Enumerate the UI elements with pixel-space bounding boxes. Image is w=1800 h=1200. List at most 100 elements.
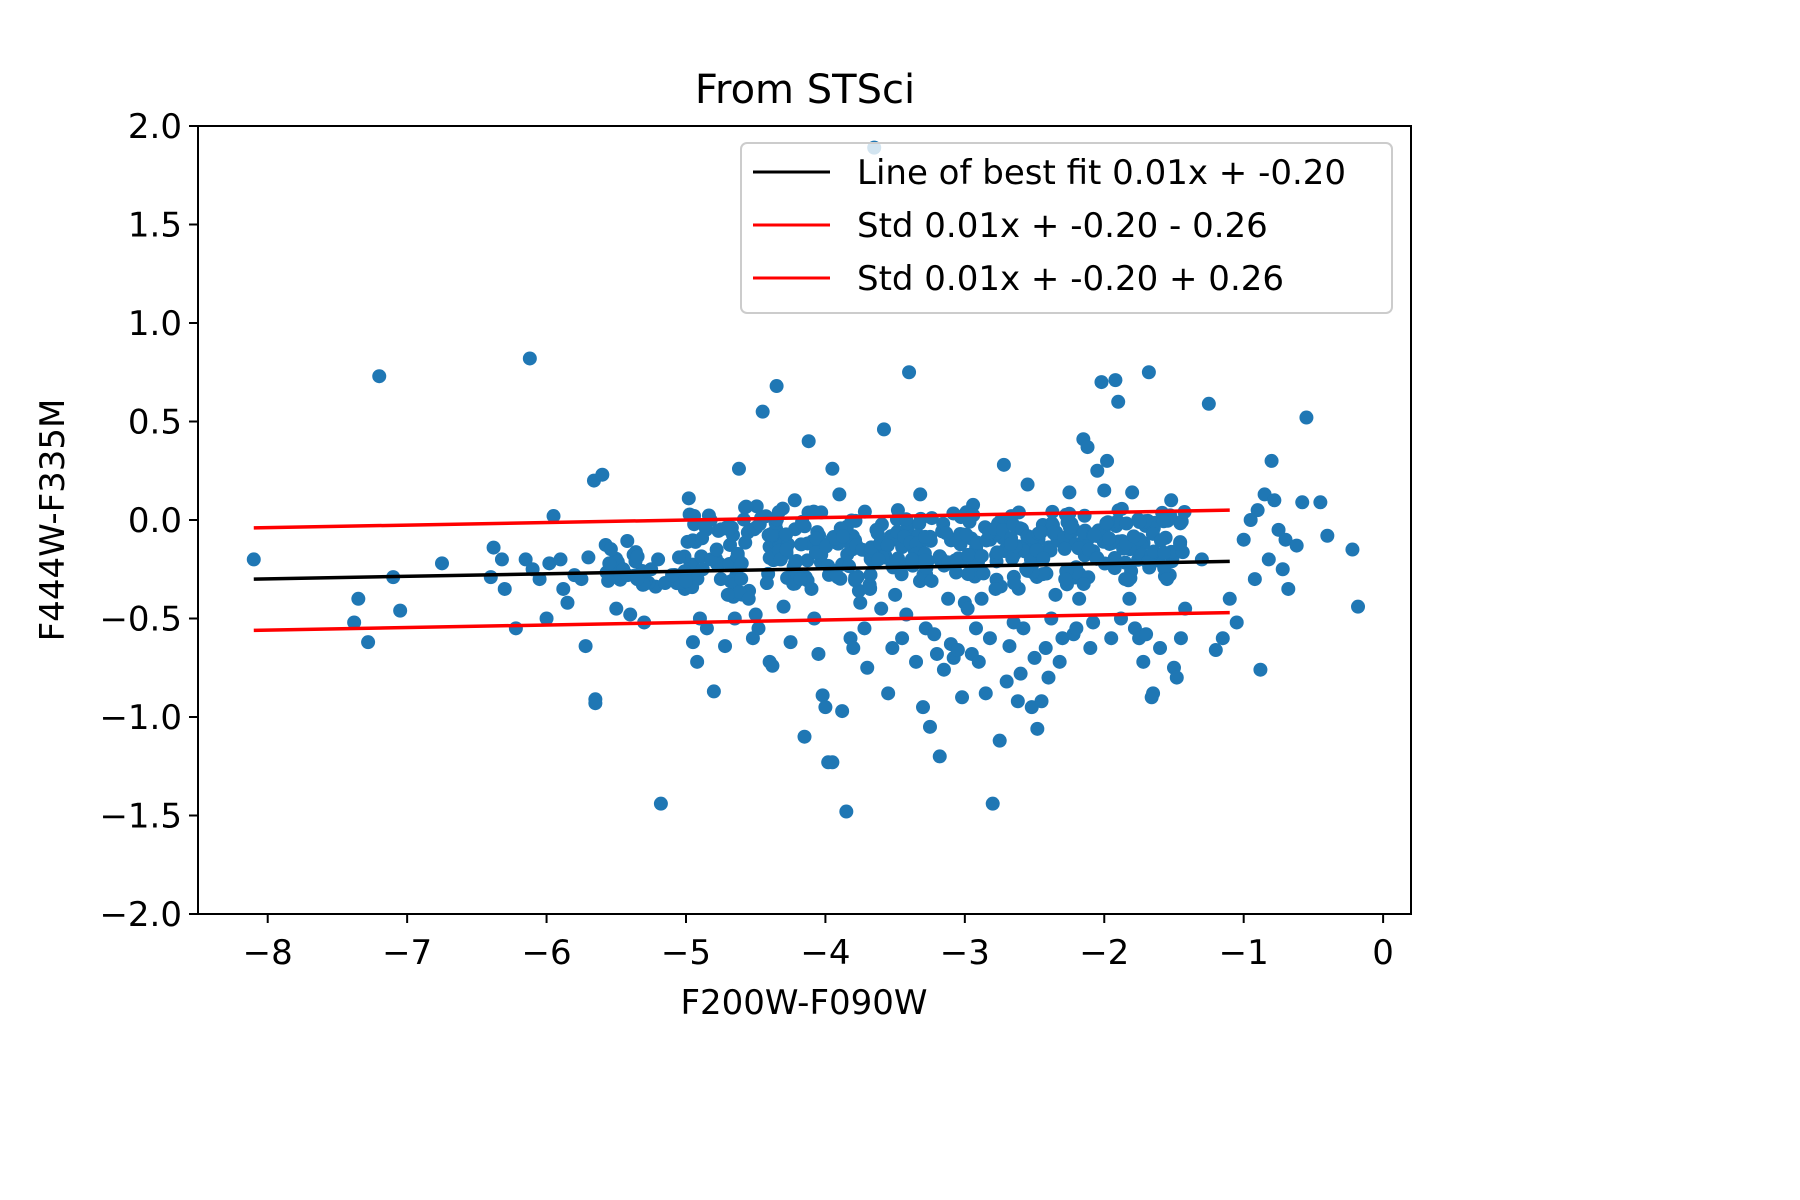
scatter-point — [718, 639, 733, 654]
scatter-point — [1351, 599, 1366, 614]
scatter-point — [1122, 591, 1137, 606]
scatter-point — [1275, 562, 1290, 577]
legend-label-std-upper: Std 0.01x + -0.20 + 0.26 — [857, 259, 1284, 299]
scatter-point — [783, 635, 798, 650]
scatter-point — [1299, 410, 1314, 425]
scatter-point — [797, 729, 812, 744]
scatter-point — [922, 719, 937, 734]
scatter-point — [672, 550, 687, 565]
scatter-point — [1013, 666, 1028, 681]
scatter-point — [1036, 551, 1051, 566]
scatter-point — [1157, 545, 1172, 560]
scatter-point — [1083, 641, 1098, 656]
scatter-point — [1208, 643, 1223, 658]
scatter-point — [695, 531, 710, 546]
y-tick-label: −1.5 — [99, 797, 182, 837]
scatter-point — [755, 404, 770, 419]
scatter-point — [1048, 587, 1063, 602]
scatter-point — [913, 487, 928, 502]
scatter-point — [917, 553, 932, 568]
scatter-point — [960, 601, 975, 616]
scatter-point — [1020, 477, 1035, 492]
scatter-point — [764, 527, 779, 542]
scatter-point — [1313, 495, 1328, 510]
scatter-point — [818, 700, 833, 715]
scatter-point — [932, 749, 947, 764]
scatter-point — [546, 509, 561, 524]
scatter-point — [497, 581, 512, 596]
scatter-point — [1100, 453, 1115, 468]
best-fit-line — [253, 559, 1230, 581]
y-tick-label: −1.0 — [99, 698, 182, 738]
scatter-point — [630, 572, 645, 587]
scatter-point — [839, 804, 854, 819]
scatter-point — [483, 570, 498, 585]
scatter-point — [1118, 572, 1133, 587]
scatter-point — [1146, 544, 1161, 559]
scatter-point — [961, 567, 976, 582]
scatter-point — [870, 526, 885, 541]
scatter-point — [992, 733, 1007, 748]
scatter-point — [769, 379, 784, 394]
scatter-points — [246, 140, 1366, 819]
legend-label-best-fit: Line of best fit 0.01x + -0.20 — [857, 153, 1346, 193]
scatter-point — [486, 540, 501, 555]
scatter-point — [851, 583, 866, 598]
scatter-point — [539, 611, 554, 626]
scatter-point — [927, 627, 942, 642]
scatter-point — [1201, 396, 1216, 411]
scatter-point — [904, 552, 919, 567]
scatter-point — [1041, 670, 1056, 685]
scatter-point — [1102, 531, 1117, 546]
scatter-point — [347, 615, 362, 630]
x-tick-label: −4 — [800, 933, 850, 973]
scatter-point — [1278, 532, 1293, 547]
scatter-point — [1038, 641, 1053, 656]
scatter-point — [829, 568, 844, 583]
scatter-point — [794, 537, 809, 552]
x-tick-label: −2 — [1079, 933, 1129, 973]
scatter-point — [988, 581, 1003, 596]
scatter-point — [1002, 639, 1017, 654]
scatter-point — [902, 365, 917, 380]
scatter-point — [653, 796, 668, 811]
scatter-point — [860, 660, 875, 675]
scatter-point — [601, 573, 616, 588]
scatter-point — [978, 686, 993, 701]
scatter-point — [1164, 493, 1179, 508]
scatter-point — [1052, 654, 1067, 669]
scatter-point — [720, 587, 735, 602]
scatter-point — [985, 796, 1000, 811]
scatter-point — [832, 487, 847, 502]
y-axis-label: F444W-F335M — [33, 399, 73, 642]
x-axis-ticks: −8 −7 −6 −5 −4 −3 −2 −1 0 — [243, 914, 1394, 973]
scatter-point — [518, 552, 533, 567]
scatter-point — [918, 529, 933, 544]
scatter-point — [494, 552, 509, 567]
scatter-point — [1044, 611, 1059, 626]
scatter-point — [835, 704, 850, 719]
scatter-point — [1004, 536, 1019, 551]
scatter-point — [699, 621, 714, 636]
scatter-point — [1097, 483, 1112, 498]
scatter-point — [553, 552, 568, 567]
plot-area — [246, 140, 1366, 819]
scatter-point — [581, 550, 596, 565]
scatter-point — [1345, 542, 1360, 557]
scatter-point — [574, 572, 589, 587]
scatter-point — [950, 643, 965, 658]
scatter-point — [1007, 576, 1022, 591]
scatter-point — [603, 542, 618, 557]
scatter-point — [801, 434, 816, 449]
scatter-point — [681, 491, 696, 506]
scatter-point — [916, 700, 931, 715]
scatter-point — [1264, 453, 1279, 468]
scatter-point — [971, 654, 986, 669]
scatter-point — [811, 646, 826, 661]
scatter-point — [871, 552, 886, 567]
y-tick-label: 2.0 — [128, 107, 182, 147]
scatter-point — [846, 641, 861, 656]
scatter-point — [1034, 694, 1049, 709]
scatter-point — [709, 542, 724, 557]
